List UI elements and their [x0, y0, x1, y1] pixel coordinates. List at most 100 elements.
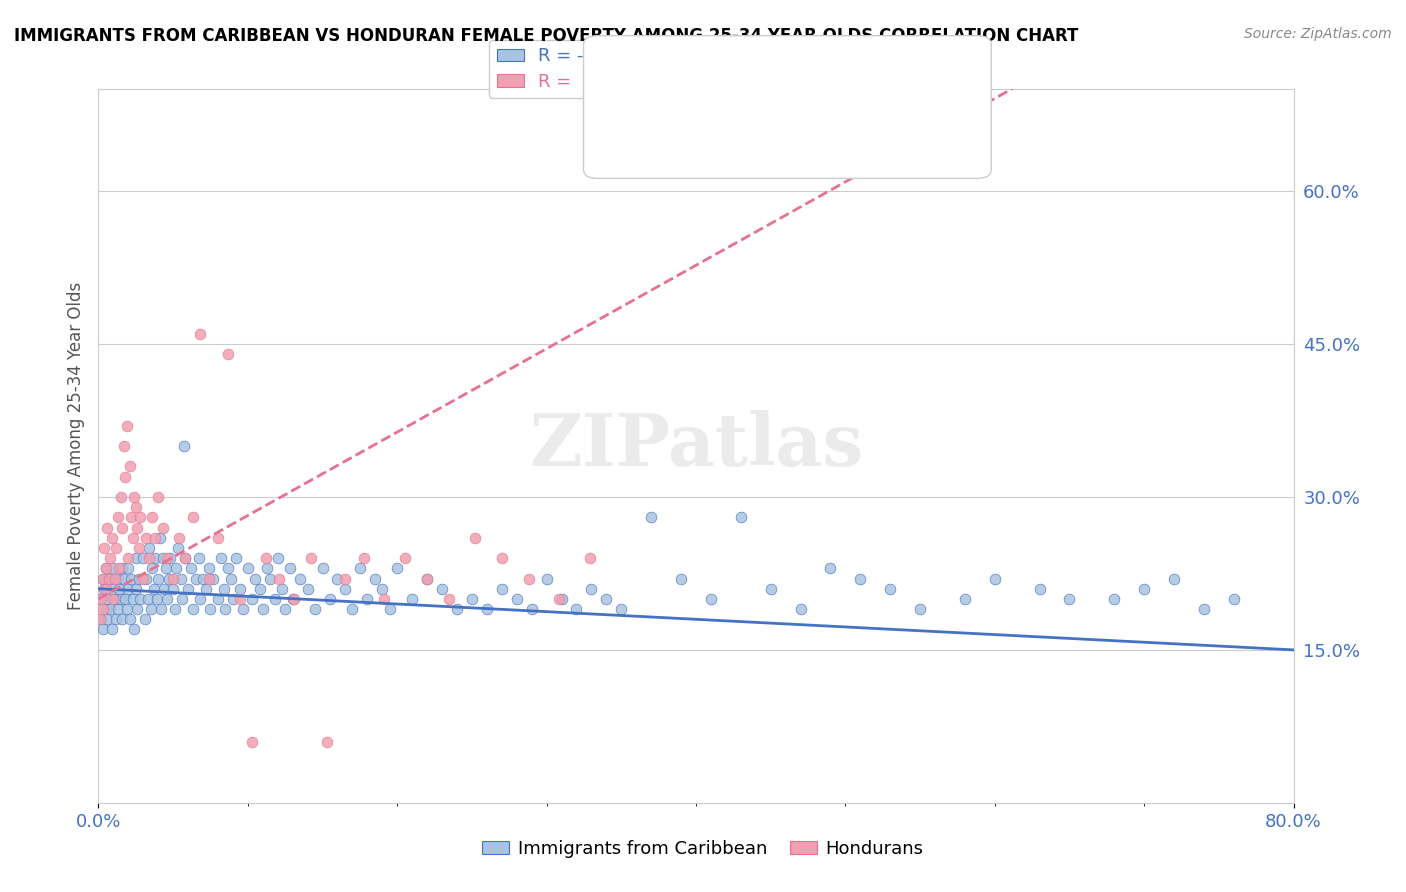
Point: [180, 561, 202, 575]
Point: [150, 602, 173, 616]
Point: [162, 572, 184, 586]
Point: [98, 602, 122, 616]
Point: [152, 551, 174, 566]
Point: [475, 602, 498, 616]
Point: [820, 561, 842, 575]
Point: [581, 582, 603, 596]
Point: [271, 582, 294, 596]
Point: [311, 561, 333, 575]
Point: [1028, 582, 1050, 596]
Point: [517, 572, 540, 586]
Point: [249, 582, 271, 596]
Point: [1223, 591, 1246, 606]
Legend: R = -0.144   N = 145, R =  0.314   N =  64: R = -0.144 N = 145, R = 0.314 N = 64: [489, 40, 734, 98]
Point: [252, 602, 274, 616]
Point: [464, 531, 486, 545]
Point: [91, 602, 114, 616]
Point: [326, 572, 349, 586]
Point: [112, 439, 135, 453]
Point: [128, 572, 150, 586]
Point: [96, 520, 118, 534]
Point: [240, 591, 263, 606]
Point: [353, 551, 375, 566]
Point: [101, 531, 124, 545]
Point: [174, 551, 197, 566]
Point: [221, 572, 243, 586]
Point: [550, 591, 572, 606]
Point: [105, 541, 128, 555]
Point: [105, 612, 128, 626]
Point: [430, 582, 453, 596]
Point: [91, 572, 114, 586]
Point: [110, 591, 132, 606]
Point: [134, 612, 156, 626]
Point: [1163, 572, 1185, 586]
Point: [90, 612, 112, 626]
Point: [259, 572, 281, 586]
Point: [195, 582, 218, 596]
Point: [536, 572, 558, 586]
Point: [103, 582, 125, 596]
Point: [132, 551, 155, 566]
Point: [356, 591, 378, 606]
Point: [565, 602, 588, 616]
Point: [143, 531, 166, 545]
Point: [394, 551, 416, 566]
Point: [148, 490, 170, 504]
Point: [107, 602, 129, 616]
Point: [136, 591, 159, 606]
Point: [416, 572, 439, 586]
Point: [166, 541, 188, 555]
Point: [117, 561, 139, 575]
Point: [299, 551, 322, 566]
Point: [120, 572, 142, 586]
Point: [789, 602, 811, 616]
Point: [125, 500, 148, 515]
Point: [145, 591, 167, 606]
Point: [108, 561, 131, 575]
Point: [181, 510, 204, 524]
Point: [217, 561, 239, 575]
Point: [184, 572, 207, 586]
Point: [700, 591, 723, 606]
Point: [111, 520, 134, 534]
Point: [117, 551, 139, 566]
Point: [97, 572, 120, 586]
Point: [269, 572, 291, 586]
Point: [103, 561, 125, 575]
Point: [159, 551, 181, 566]
Point: [378, 602, 401, 616]
Point: [222, 591, 245, 606]
Point: [232, 602, 254, 616]
Point: [155, 561, 177, 575]
Point: [229, 591, 252, 606]
Point: [207, 531, 229, 545]
Point: [121, 531, 143, 545]
Point: [115, 418, 138, 433]
Point: [156, 591, 179, 606]
Point: [879, 582, 901, 596]
Point: [1133, 582, 1156, 596]
Point: [162, 582, 184, 596]
Point: [143, 551, 166, 566]
Point: [187, 551, 209, 566]
Point: [202, 572, 225, 586]
Point: [118, 459, 141, 474]
Point: [245, 572, 267, 586]
Point: [349, 561, 371, 575]
Point: [283, 591, 305, 606]
Point: [173, 439, 195, 453]
Point: [111, 612, 134, 626]
Point: [200, 602, 222, 616]
Point: [212, 582, 235, 596]
Text: Source: ZipAtlas.com: Source: ZipAtlas.com: [1244, 27, 1392, 41]
Point: [112, 572, 135, 586]
Point: [104, 591, 127, 606]
Point: [108, 582, 131, 596]
Point: [278, 561, 301, 575]
Point: [364, 572, 387, 586]
Point: [214, 602, 236, 616]
Point: [129, 510, 152, 524]
Point: [640, 510, 662, 524]
Point: [153, 582, 176, 596]
